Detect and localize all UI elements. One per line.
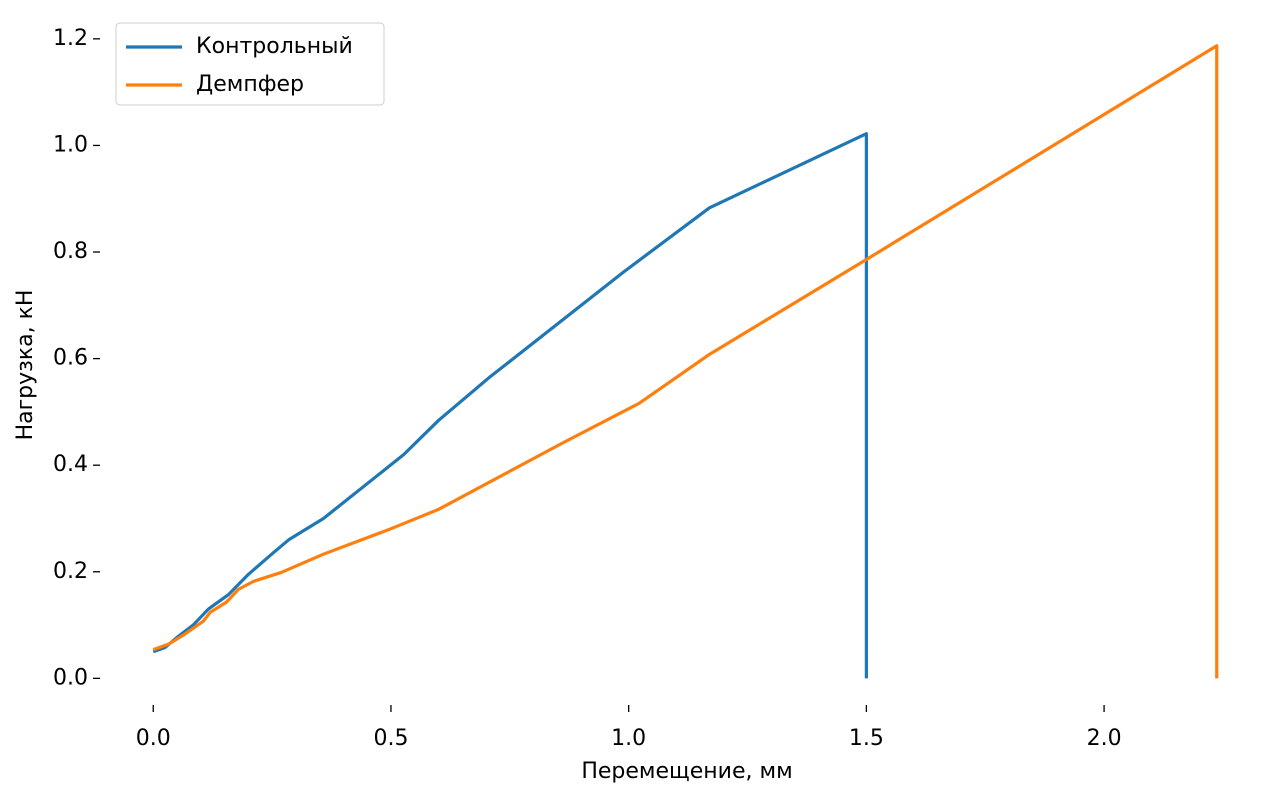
y-tick-label: 0.8 <box>53 239 88 264</box>
data-line <box>152 44 1219 679</box>
x-axis-label: Перемещение, мм <box>581 759 792 784</box>
legend-label: Контрольный <box>196 34 353 59</box>
y-tick-label: 0.4 <box>53 452 88 477</box>
y-tick-label: 1.2 <box>53 26 88 51</box>
legend-box <box>115 22 385 106</box>
x-tick-label: 1.0 <box>611 726 646 751</box>
x-tick-label: 0.0 <box>136 726 171 751</box>
y-axis-label: Нагрузка, кН <box>13 290 38 441</box>
data-line <box>152 132 868 679</box>
legend: Контрольный Демпфер <box>115 22 385 106</box>
y-tick-label: 0.0 <box>53 665 88 690</box>
x-tick-label: 1.5 <box>849 726 884 751</box>
y-tick-label: 1.0 <box>53 132 88 157</box>
x-tick-label: 0.5 <box>373 726 408 751</box>
legend-label: Демпфер <box>196 72 304 97</box>
y-tick-label: 0.2 <box>53 559 88 584</box>
y-tick-label: 0.6 <box>53 346 88 371</box>
x-tick-label: 2.0 <box>1087 726 1122 751</box>
